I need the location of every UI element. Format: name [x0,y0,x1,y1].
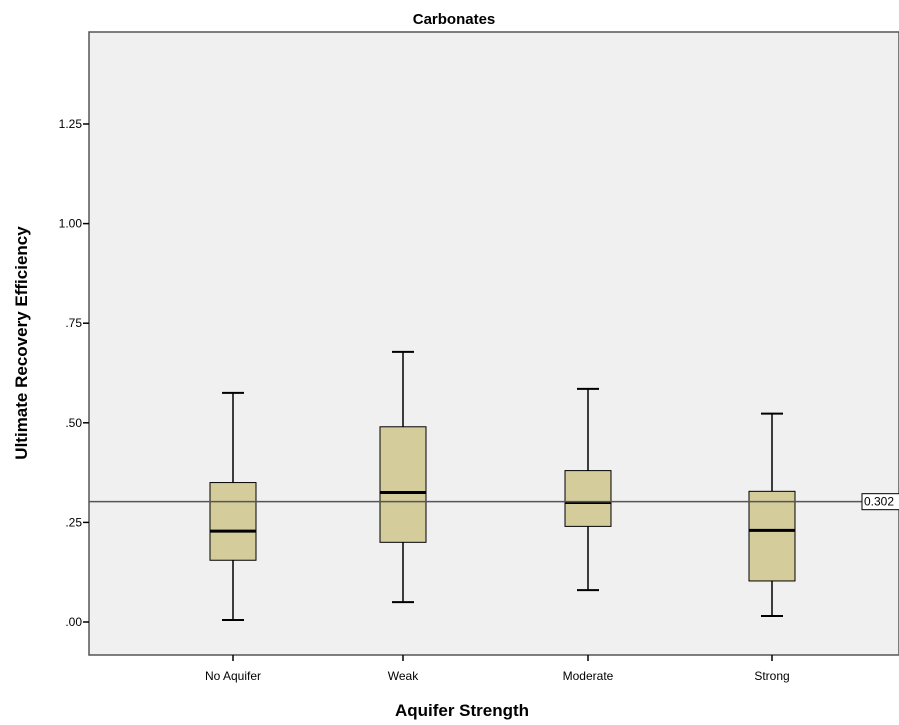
x-tick-label: Moderate [563,669,614,683]
box-no-aquifer [209,391,257,622]
x-axis-label: Aquifer Strength [395,701,529,720]
y-axis-label: Ultimate Recovery Efficiency [12,226,31,460]
box-iqr [209,482,257,561]
y-tick-label: .00 [65,615,82,629]
y-tick-label: .75 [65,316,82,330]
x-tick-label: No Aquifer [205,669,261,683]
box-strong [748,412,796,618]
box-weak [379,350,427,604]
box-iqr [748,490,796,582]
y-tick-label: 1.25 [59,117,83,131]
reference-line-group: 0.302 [89,493,899,511]
box-iqr [564,470,612,527]
y-axis: .00 .25 .50 .75 1.00 1.25 [59,117,89,629]
boxes-group [209,350,796,622]
y-tick-label: 1.00 [59,217,83,231]
box-iqr [379,426,427,543]
x-axis: No Aquifer Weak Moderate Strong [205,655,790,683]
x-tick-label: Weak [388,669,419,683]
x-tick-label: Strong [754,669,789,683]
y-tick-label: .50 [65,416,82,430]
y-tick-label: .25 [65,515,82,529]
chart-title: Carbonates [413,11,496,28]
reference-line-label: 0.302 [864,495,894,509]
reference-line-label-box [861,493,899,511]
box-moderate [564,387,612,592]
